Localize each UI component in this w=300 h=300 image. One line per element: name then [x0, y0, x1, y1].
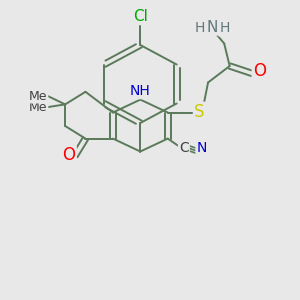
- Text: H: H: [219, 22, 230, 35]
- Text: Me: Me: [29, 100, 47, 114]
- Text: N: N: [196, 142, 207, 155]
- Text: O: O: [253, 62, 266, 80]
- Text: C: C: [179, 142, 189, 155]
- Text: H: H: [194, 22, 205, 35]
- Text: NH: NH: [129, 84, 150, 98]
- Text: O: O: [62, 146, 76, 164]
- Text: S: S: [194, 103, 205, 121]
- Text: Me: Me: [29, 89, 47, 103]
- Text: Cl: Cl: [133, 9, 148, 24]
- Text: N: N: [207, 20, 218, 34]
